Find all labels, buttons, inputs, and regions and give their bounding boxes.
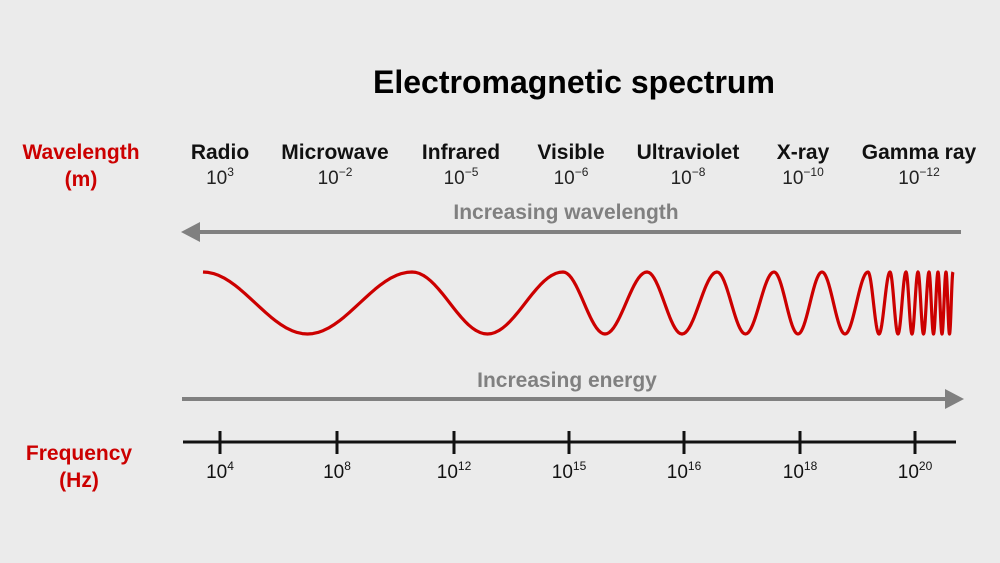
frequency-label: 1020: [897, 459, 933, 483]
band-infrared: Infrared 10−5: [386, 140, 536, 192]
band-wavelength: 10−5: [443, 165, 479, 189]
frequency-label: 108: [323, 459, 351, 483]
frequency-axis: [183, 431, 956, 454]
band-wavelength: 10−2: [317, 165, 353, 189]
frequency-axis-label: Frequency (Hz): [9, 440, 149, 494]
band-ultraviolet: Ultraviolet 10−8: [613, 140, 763, 192]
energy-arrow: [182, 389, 964, 409]
energy-arrow-label: Increasing energy: [477, 369, 657, 392]
frequency-label: 1012: [436, 459, 472, 483]
frequency-label: 1015: [551, 459, 587, 483]
wavelength-arrow-head: [181, 222, 200, 242]
band-name: Visible: [537, 141, 605, 164]
band-wavelength: 10−6: [553, 165, 589, 189]
band-wavelength: 10−10: [782, 165, 824, 189]
energy-arrow-head: [945, 389, 964, 409]
frequency-label: 1018: [782, 459, 818, 483]
band-gamma-ray: Gamma ray 10−12: [844, 140, 994, 192]
band-name: Ultraviolet: [636, 141, 740, 164]
band-visible: Visible 10−6: [496, 140, 646, 192]
band-radio: Radio 103: [145, 140, 295, 192]
frequency-label-line1: Frequency: [25, 442, 133, 465]
band-wavelength: 103: [206, 165, 234, 189]
band-microwave: Microwave 10−2: [260, 140, 410, 192]
wavelength-axis-label: Wavelength (m): [11, 139, 151, 193]
wavelength-arrow: [181, 222, 961, 242]
band-x-ray: X-ray 10−10: [728, 140, 878, 192]
band-name: Radio: [190, 141, 250, 164]
wavelength-arrow-label: Increasing wavelength: [453, 201, 679, 224]
em-wave: [202, 270, 955, 336]
band-name: X-ray: [776, 141, 830, 164]
wavelength-label-line1: Wavelength: [22, 141, 140, 164]
band-wavelength: 10−12: [898, 165, 940, 189]
diagram-title: Electromagnetic spectrum: [373, 64, 775, 100]
band-wavelength: 10−8: [670, 165, 706, 189]
band-name: Infrared: [421, 141, 501, 164]
wavelength-label-line2: (m): [64, 168, 98, 191]
band-name: Gamma ray: [861, 141, 977, 164]
frequency-label: 1016: [666, 459, 702, 483]
band-name: Microwave: [281, 141, 389, 164]
frequency-label-line2: (Hz): [59, 469, 99, 492]
frequency-label: 104: [206, 459, 234, 483]
